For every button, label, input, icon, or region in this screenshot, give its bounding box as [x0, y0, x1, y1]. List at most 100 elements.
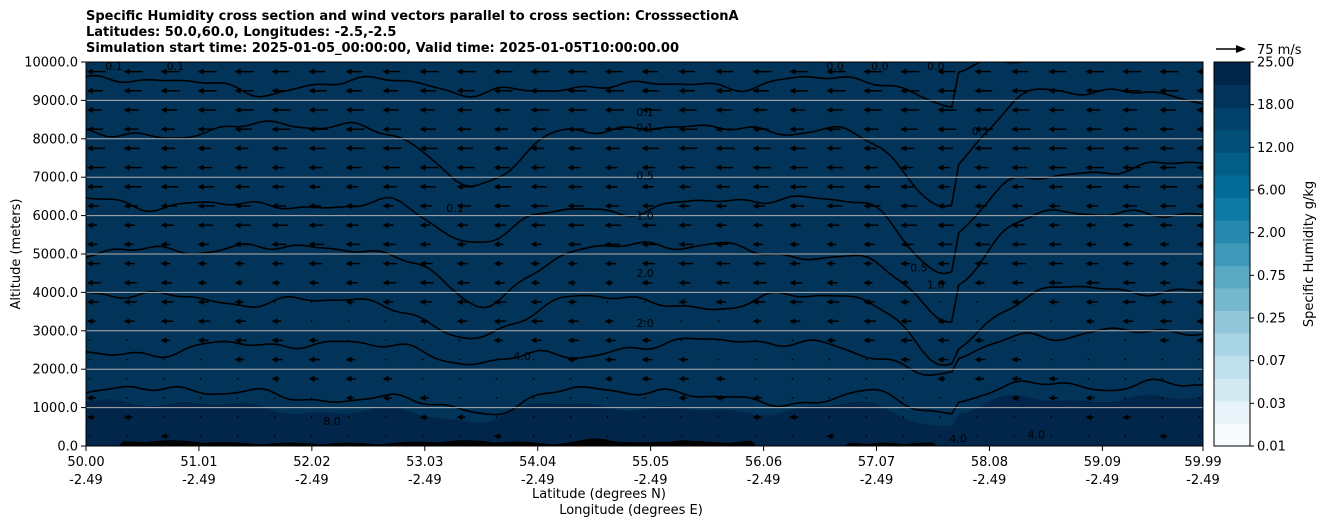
wind-vector-26-2: [1048, 395, 1058, 401]
wind-vector-head: [1048, 203, 1055, 209]
wind-vector-12-0: [532, 435, 535, 438]
wind-vector-22-16: [900, 126, 918, 133]
wind-vector-head: [974, 164, 981, 171]
wind-vector-16-11: [678, 222, 692, 229]
wind-vector-10-13: [456, 183, 475, 190]
wind-vector-30-8: [1196, 279, 1203, 286]
wind-vector-8-9: [382, 260, 398, 267]
wind-vector-head: [345, 183, 352, 190]
wind-vector-0-15: [86, 145, 106, 152]
wind-vector-head: [160, 164, 167, 171]
wind-vector-22-2: [902, 397, 905, 399]
wind-vector-16-13: [678, 183, 691, 190]
wind-vector-16-14: [678, 164, 695, 171]
wind-vector-head: [715, 395, 722, 401]
contour-line-6: [86, 378, 1203, 416]
wind-vector-23-14: [937, 164, 951, 171]
wind-vector-head: [678, 241, 685, 248]
wind-vector-10-17: [456, 107, 472, 113]
wind-vector-head: [382, 279, 389, 286]
wind-vector-18-18: [752, 87, 769, 94]
wind-vector-head: [604, 126, 611, 133]
wind-vector-14-8: [604, 279, 614, 286]
wind-vector-5-5: [271, 337, 283, 344]
wind-vector-10-2: [458, 397, 461, 399]
wind-vector-head: [1085, 279, 1092, 286]
wind-vector-head: [1011, 395, 1018, 401]
wind-vector-head: [1196, 299, 1203, 305]
wind-vector-3-10: [197, 241, 209, 248]
wind-vector-head: [1048, 241, 1055, 248]
x-tick-lon-label-9: -2.49: [1086, 473, 1120, 488]
wind-vector-head: [456, 260, 463, 267]
wind-vector-0-10: [86, 241, 98, 248]
wind-vector-head: [974, 260, 981, 267]
colorbar-tick-label-6: 6.00: [1257, 184, 1286, 199]
wind-vector-head: [1085, 107, 1092, 113]
wind-vector-head: [345, 87, 352, 94]
wind-vector-head: [604, 164, 611, 171]
wind-vector-15-7: [643, 301, 646, 303]
wind-vector-11-13: [493, 183, 512, 190]
y-tick-label-0: 0.0: [57, 440, 78, 455]
wind-vector-2-15: [160, 145, 176, 152]
wind-vector-head: [493, 433, 500, 440]
wind-vector-9-2: [419, 395, 429, 401]
wind-vector-head: [641, 356, 648, 363]
wind-vector-head: [197, 337, 204, 344]
wind-vector-head: [1159, 433, 1166, 440]
wind-vector-head: [678, 107, 685, 113]
wind-vector-head: [937, 87, 944, 94]
wind-vector-head: [456, 68, 463, 75]
wind-vector-head: [863, 318, 870, 325]
wind-vector-head: [752, 414, 759, 421]
wind-vector-28-12: [1122, 203, 1138, 209]
wind-vector-head: [1011, 107, 1018, 113]
wind-vector-11-8: [493, 279, 505, 286]
wind-vector-17-18: [715, 87, 732, 94]
wind-vector-13-17: [567, 107, 587, 113]
x-tick-lon-label-4: -2.49: [521, 473, 555, 488]
wind-vector-18-4: [754, 358, 757, 361]
wind-vector-head: [789, 107, 796, 113]
wind-vector-head: [308, 356, 315, 363]
wind-vector-13-19: [567, 68, 587, 75]
wind-vector-26-16: [1048, 126, 1067, 133]
wind-vector-14-15: [604, 145, 620, 152]
wind-vector-head: [234, 68, 241, 75]
wind-vector-26-17: [1048, 107, 1065, 113]
wind-vector-head: [1159, 279, 1166, 286]
wind-vector-24-14: [974, 164, 989, 171]
wind-vector-head: [863, 87, 870, 94]
wind-vector-21-2: [865, 397, 868, 399]
wind-vector-29-5: [1159, 337, 1169, 344]
wind-vector-head: [641, 68, 648, 75]
wind-vector-8-14: [382, 164, 401, 171]
wind-vector-head: [826, 203, 833, 209]
wind-vector-head: [271, 164, 278, 171]
wind-vector-6-18: [308, 87, 327, 94]
wind-vector-12-6: [530, 318, 544, 325]
wind-vector-1-2: [125, 397, 128, 399]
wind-vector-1-9: [123, 260, 135, 267]
wind-vector-26-14: [1048, 164, 1067, 171]
wind-vector-head: [382, 241, 389, 248]
wind-vector-head: [937, 260, 944, 267]
wind-vector-1-19: [123, 68, 143, 75]
x-axis: 50.00 -2.49 51.01 -2.49 52.02 -2.49 53.03 -2.49…: [67, 446, 1222, 488]
wind-vector-25-11: [1011, 222, 1025, 229]
wind-vector-14-12: [604, 203, 620, 209]
y-tick-label-6: 6000.0: [33, 209, 79, 224]
wind-vector-head: [530, 107, 537, 113]
wind-vector-21-11: [863, 222, 879, 229]
wind-vector-head: [197, 126, 204, 133]
wind-vector-27-4: [1087, 358, 1090, 361]
wind-vector-head: [493, 222, 500, 229]
colorbar-segment-9: [1214, 220, 1250, 244]
wind-vector-22-0: [902, 435, 905, 438]
wind-vector-23-16: [937, 126, 957, 133]
wind-vector-head: [752, 222, 759, 229]
wind-vector-25-12: [1011, 203, 1023, 209]
wind-vector-9-4: [421, 358, 424, 361]
wind-vector-head: [863, 145, 870, 152]
